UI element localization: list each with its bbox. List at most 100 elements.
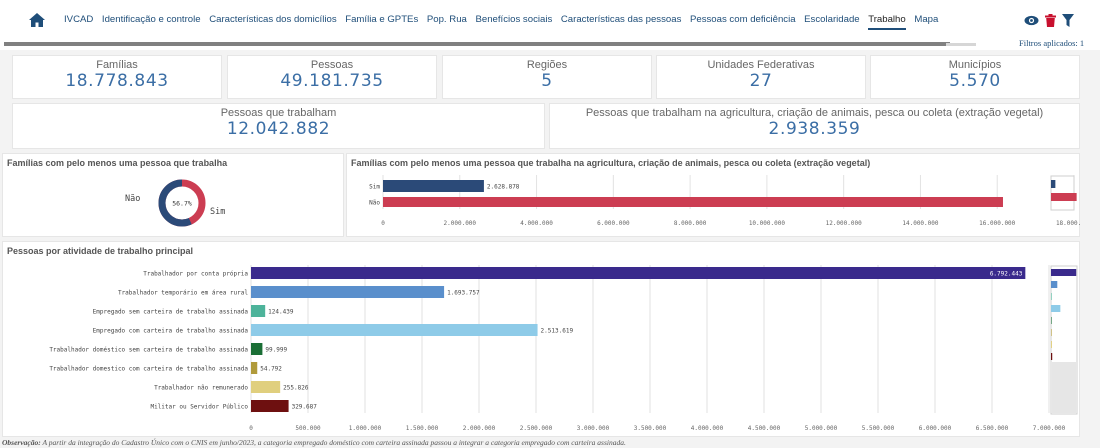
filters-applied-label[interactable]: Filtros aplicados: 1	[1019, 38, 1085, 48]
category-label-trabalhador-temporario-em-area-rural: Trabalhador temporário em área rural	[118, 290, 248, 297]
data-label-trabalhador-por-conta-propria: 6.792.443	[990, 271, 1023, 278]
chart-title: Famílias com pelo menos uma pessoa que t…	[351, 158, 871, 168]
kpi-pessoas: Pessoas 49.181.735	[227, 55, 437, 99]
data-label-sim: 2.628.878	[487, 184, 520, 191]
chart-atividade-trabalho: Pessoas por atividade de trabalho princi…	[2, 241, 1080, 437]
tab-trabalho[interactable]: Trabalho	[868, 14, 906, 30]
bar-militar-ou-servidor-publico	[251, 400, 289, 412]
x-tick-label: 1.000.000	[349, 425, 382, 432]
kpi-label: Famílias	[96, 59, 138, 71]
bar-empregado-sem-carteira-de-trabalho-assinada	[251, 305, 266, 317]
tab-beneficios-sociais[interactable]: Benefícios sociais	[475, 14, 553, 25]
bar-trabalhador-nao-remunerado	[251, 381, 281, 393]
eye-icon[interactable]	[1024, 15, 1039, 26]
tab-caracteristicas-dos-domicilios[interactable]: Características dos domicílios	[209, 14, 337, 25]
bar-empregado-com-carteira-de-trabalho-assinada	[251, 324, 538, 336]
minimap-bar	[1051, 293, 1052, 300]
data-label-trabalhador-nao-remunerado: 255.826	[283, 385, 309, 392]
x-tick-label: 7.000.000	[1033, 425, 1066, 432]
tab-escolaridade[interactable]: Escolaridade	[804, 14, 860, 25]
kpi-label: Pessoas	[310, 59, 354, 71]
x-tick-label: 2.000.000	[463, 425, 496, 432]
kpi-value: 12.042.882	[226, 119, 331, 139]
tab-identificacao-e-controle[interactable]: Identificação e controle	[101, 14, 201, 25]
legend-label-nao: Não	[125, 194, 140, 204]
category-label-trabalhador-domestico-sem-carteira-de-trabalho-assinada: Trabalhador doméstico sem carteira de tr…	[49, 347, 248, 354]
x-tick-label: 4.500.000	[748, 425, 781, 432]
x-tick-label: 12.000.000	[826, 220, 863, 227]
data-label-militar-ou-servidor-publico: 329.687	[292, 404, 318, 411]
minimap-bar	[1051, 281, 1058, 288]
chart-familias-trabalham: Famílias com pelo menos uma pessoa que t…	[2, 153, 344, 237]
data-label-trabalhador-domestico-sem-carteira-de-trabalho-assinada: 99.999	[265, 347, 287, 354]
bar-trabalhador-por-conta-propria	[251, 267, 1026, 279]
x-tick-label: 8.000.000	[674, 220, 707, 227]
x-tick-label: 4.000.000	[520, 220, 553, 227]
x-tick-label: 2.000.000	[444, 220, 477, 227]
home-icon[interactable]	[28, 12, 46, 28]
bar-trabalhador-domestico-sem-carteira-de-trabalho-assinada	[251, 343, 263, 355]
minimap-bar	[1051, 269, 1077, 276]
x-tick-label: 1.500.000	[406, 425, 439, 432]
x-tick-label: 5.500.000	[862, 425, 895, 432]
x-tick-label: 14.000.000	[902, 220, 939, 227]
category-label-trabalhador-domestico-com-carteira-de-trabalho-assinada: Trabalhador domestico com carteira de tr…	[49, 366, 248, 373]
donut-chart: 56.7% Não Sim	[125, 179, 225, 227]
kpi-label: Unidades Federativas	[707, 59, 815, 71]
tab-ivcad[interactable]: IVCAD	[64, 14, 94, 25]
minimap-bar-nao	[1051, 193, 1077, 201]
x-tick-label: 3.500.000	[634, 425, 667, 432]
category-label-empregado-sem-carteira-de-trabalho-assinada: Empregado sem carteira de trabalho assin…	[93, 309, 249, 316]
chart-title: Pessoas por atividade de trabalho princi…	[7, 246, 194, 256]
x-tick-label: 18.000.000	[1056, 220, 1081, 227]
scroll-indicator	[4, 42, 950, 46]
bar-trabalhador-temporario-em-area-rural	[251, 286, 445, 298]
tab-caracteristicas-das-pessoas[interactable]: Características das pessoas	[560, 14, 682, 25]
top-navigation: IVCAD Identificação e controle Característ…	[0, 0, 1100, 50]
filter-icon[interactable]	[1062, 14, 1074, 27]
bar-chart: 0 500.000 1.000.000 1.500.000 2.000.000 2.500…	[49, 265, 1078, 432]
tab-pop-rua[interactable]: Pop. Rua	[426, 14, 467, 25]
bar-nao	[383, 197, 1003, 207]
observation-text: A partir da integração do Cadastro Único…	[40, 438, 626, 447]
x-tick-label: 10.000.000	[749, 220, 786, 227]
category-label-trabalhador-por-conta-propria: Trabalhador por conta própria	[143, 271, 248, 278]
category-label-empregado-com-carteira-de-trabalho-assinada: Empregado com carteira de trabalho assin…	[93, 328, 249, 335]
x-tick-label: 500.000	[295, 425, 321, 432]
x-tick-label: 6.000.000	[919, 425, 952, 432]
kpi-pessoas-agricultura: Pessoas que trabalham na agricultura, cr…	[549, 103, 1080, 149]
chart-title: Famílias com pelo menos uma pessoa que t…	[7, 158, 228, 168]
kpi-value: 49.181.735	[280, 71, 384, 91]
kpi-familias: Famílias 18.778.843	[12, 55, 222, 99]
nav-tabs: IVCAD Identificação e controle Característ…	[28, 9, 947, 30]
x-tick-label: 2.500.000	[520, 425, 553, 432]
kpi-label: Municípios	[948, 59, 1002, 71]
observation-note: Observação: A partir da integração do Ca…	[2, 438, 626, 447]
trash-icon[interactable]	[1045, 14, 1056, 27]
x-tick-label: 4.000.000	[691, 425, 724, 432]
tab-mapa[interactable]: Mapa	[914, 14, 939, 25]
x-tick-label: 0	[381, 220, 385, 227]
minimap-bar	[1051, 341, 1052, 348]
kpi-unidades-federativas: Unidades Federativas 27	[656, 55, 866, 99]
legend-label-sim: Sim	[210, 207, 225, 217]
x-tick-label: 6.000.000	[597, 220, 630, 227]
bar-chart: 0 2.000.000 4.000.000 6.000.000 8.000.000 10.…	[369, 175, 1092, 227]
tab-pessoas-com-deficiencia[interactable]: Pessoas com deficiência	[689, 14, 796, 25]
minimap-bar	[1051, 305, 1061, 312]
kpi-label: Pessoas que trabalham	[220, 107, 337, 119]
tab-familia-e-gptes[interactable]: Família e GPTEs	[345, 14, 419, 25]
donut-slice-sim	[158, 179, 206, 227]
data-label-empregado-com-carteira-de-trabalho-assinada: 2.513.619	[541, 328, 574, 335]
category-label-nao: Não	[369, 200, 380, 207]
kpi-label: Pessoas que trabalham na agricultura, cr…	[585, 107, 1044, 119]
kpi-value: 18.778.843	[65, 71, 169, 91]
minimap-bar-sim	[1051, 180, 1056, 188]
minimap-bar	[1051, 317, 1052, 324]
x-tick-label: 16.000.000	[979, 220, 1016, 227]
minimap-viewport	[1052, 362, 1076, 413]
kpi-label: Regiões	[526, 59, 568, 71]
minimap-bar	[1051, 353, 1053, 360]
bar-sim	[383, 180, 484, 192]
